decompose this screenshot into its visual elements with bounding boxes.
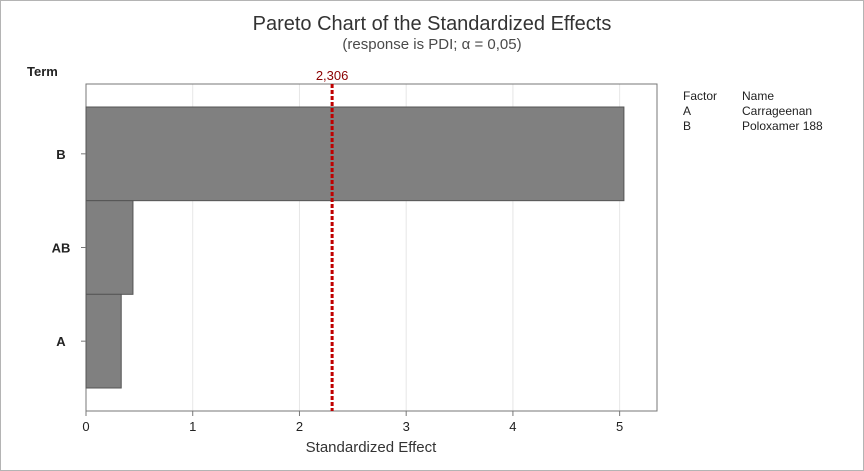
legend-name-a: Carrageenan <box>742 104 812 118</box>
bar-B <box>85 106 625 202</box>
bar-AB <box>85 200 134 295</box>
reference-line-group: 2,306 <box>316 68 349 411</box>
x-tick-label-4: 4 <box>509 419 516 434</box>
legend-header-factor: Factor <box>683 89 717 103</box>
y-axis-label: Term <box>27 64 58 79</box>
legend-name-b: Poloxamer 188 <box>742 119 823 133</box>
x-tick-label-1: 1 <box>189 419 196 434</box>
legend-header-name: Name <box>742 89 774 103</box>
reference-line-label: 2,306 <box>316 68 349 83</box>
x-tick-label-0: 0 <box>82 419 89 434</box>
legend-factor-b: B <box>683 119 691 133</box>
legend-factor-a: A <box>683 104 691 118</box>
chart-subtitle: (response is PDI; α = 0,05) <box>342 36 521 53</box>
y-ticks: B AB A <box>52 147 86 349</box>
bars <box>85 106 625 389</box>
legend: Factor Name A Carrageenan B Poloxamer 18… <box>683 89 823 133</box>
x-tick-label-3: 3 <box>403 419 410 434</box>
x-ticks: 0 1 2 3 4 5 <box>82 411 623 434</box>
x-axis-label: Standardized Effect <box>306 439 437 456</box>
bar-A <box>85 293 122 389</box>
y-tick-label-B: B <box>56 147 65 162</box>
x-tick-label-2: 2 <box>296 419 303 434</box>
y-tick-label-AB: AB <box>52 241 71 256</box>
y-tick-label-A: A <box>56 334 66 349</box>
chart-title: Pareto Chart of the Standardized Effects <box>253 13 612 35</box>
x-tick-label-5: 5 <box>616 419 623 434</box>
